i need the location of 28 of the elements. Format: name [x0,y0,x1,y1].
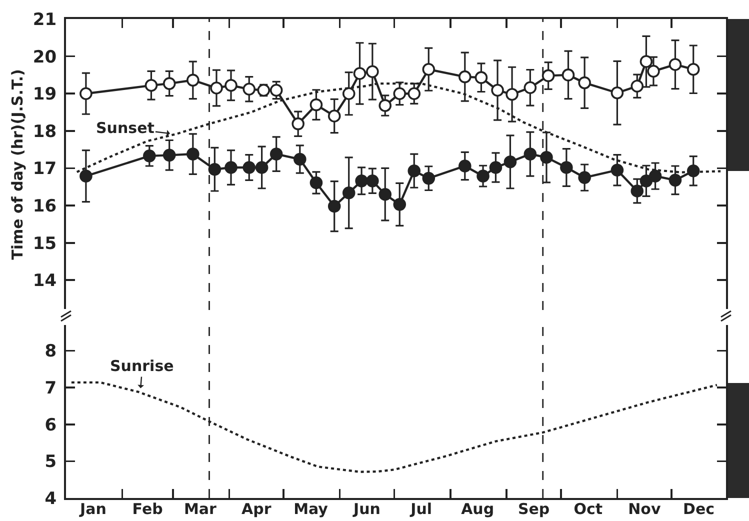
y-tick-label: 7 [44,378,57,399]
x-tick-label: Sep [518,500,550,518]
x-tick-label: Aug [461,500,494,518]
x-tick-label: Mar [184,500,217,518]
x-tick-label: Feb [132,500,164,518]
y-tick-label: 15 [32,234,57,254]
x-tick-label: Jan [79,500,106,518]
y-tick-label: 4 [44,488,57,509]
annotation: Sunrise [110,357,174,375]
y-tick-label: 14 [32,271,57,292]
annotation: Sunset [96,119,154,137]
y-tick-label: 5 [44,452,57,472]
x-tick-label: Dec [683,500,715,518]
y-tick-label: 21 [32,10,57,30]
y-tick-label: 17 [32,159,57,180]
y-tick-label: 16 [32,196,57,216]
x-tick-label: Nov [628,500,661,518]
y-tick-label: 19 [32,84,57,105]
y-tick-label: 8 [44,342,57,362]
x-tick-label: Jul [410,500,432,518]
y-axis-title: Time of day (hr)(J.S.T.) [8,69,27,260]
x-tick-label: May [294,500,328,518]
x-tick-label: Oct [574,500,603,518]
y-tick-label: 18 [32,122,57,142]
y-tick-label: 6 [44,415,57,436]
y-tick-label: 20 [32,47,57,68]
x-tick-label: Jun [352,500,380,518]
x-tick-label: Apr [242,500,272,518]
